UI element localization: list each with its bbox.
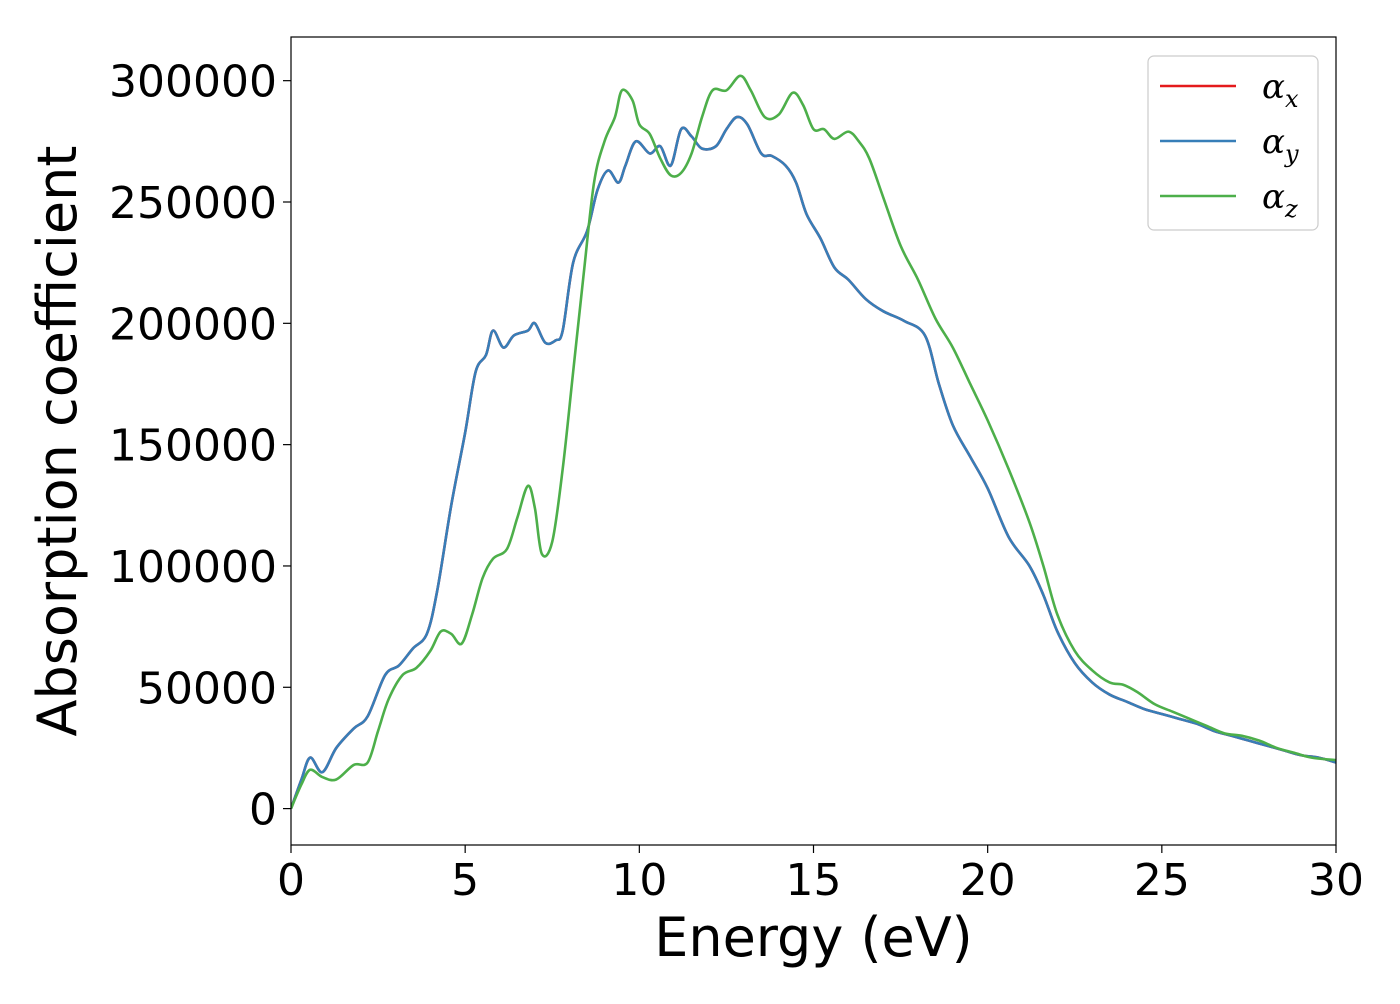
y-tick-label: 250000 [109, 178, 277, 229]
x-tick-label: 25 [1134, 855, 1190, 906]
x-tick-label: 15 [786, 855, 842, 906]
legend: αx αy αz [1147, 55, 1319, 231]
series-line-alpha-z [291, 74, 1336, 810]
plot-lines [291, 74, 1336, 810]
legend-box [1147, 55, 1319, 231]
x-tick-label: 0 [277, 855, 305, 906]
legend-label-alpha-y: αy [1262, 122, 1299, 168]
series-line-alpha-y [291, 115, 1336, 810]
x-tick-label: 10 [611, 855, 667, 906]
y-tick-label: 100000 [109, 542, 277, 593]
legend-label-alpha-z: αz [1262, 177, 1298, 223]
y-tick-label: 300000 [109, 57, 277, 108]
x-tick-label: 5 [451, 855, 479, 906]
y-axis: 0 50000 100000 150000 200000 250000 300000 [109, 57, 291, 836]
x-tick-label: 30 [1308, 855, 1364, 906]
y-tick-label: 0 [249, 785, 277, 836]
legend-label-alpha-x: αx [1262, 67, 1299, 113]
y-tick-label: 50000 [137, 663, 277, 714]
x-axis-label: Energy (eV) [654, 906, 973, 969]
x-axis: 0 5 10 15 20 25 30 [277, 845, 1364, 906]
y-axis-label: Absorption coefficient [26, 146, 89, 737]
y-tick-label: 200000 [109, 299, 277, 350]
x-tick-label: 20 [960, 855, 1016, 906]
y-tick-label: 150000 [109, 421, 277, 472]
